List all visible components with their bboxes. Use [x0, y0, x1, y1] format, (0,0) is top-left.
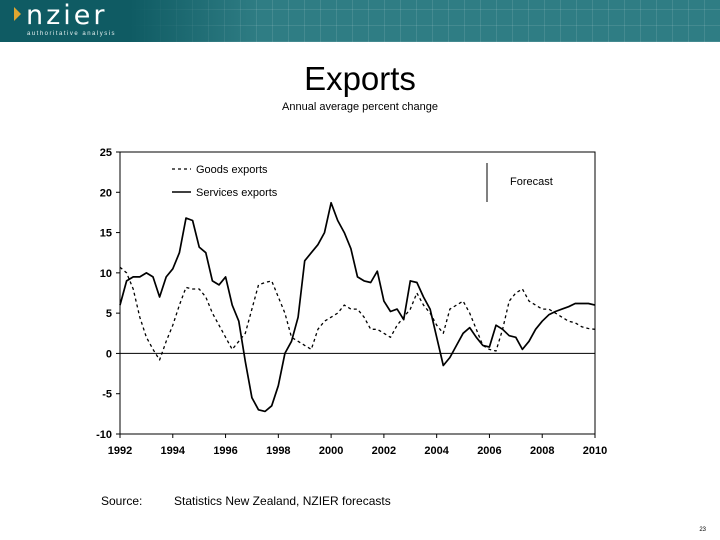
header-banner: nzier authoritative analysis	[0, 0, 720, 42]
x-tick-label: 1994	[161, 445, 186, 457]
y-tick-label: 0	[106, 348, 112, 360]
y-tick-label: 25	[100, 147, 112, 159]
source-text: Statistics New Zealand, NZIER forecasts	[174, 494, 391, 508]
goods-exports-line	[119, 266, 596, 361]
x-axis: 1992 1994 1996 1998 2000 2002 2004 2006 2008 2010	[108, 434, 607, 457]
y-tick-label: 10	[100, 268, 112, 280]
legend-goods-label: Goods exports	[196, 164, 268, 176]
series-layer	[119, 201, 596, 413]
x-tick-label: 2000	[319, 445, 343, 457]
y-axis: 25 20 15 10 5 0 -5 -10	[96, 147, 120, 441]
services-exports-line	[119, 201, 596, 413]
page-subtitle: Annual average percent change	[282, 101, 438, 113]
x-tick-label: 2002	[372, 445, 396, 457]
x-tick-label: 1998	[266, 445, 290, 457]
x-tick-label: 2008	[530, 445, 554, 457]
y-tick-label: 15	[100, 228, 112, 240]
forecast-label: Forecast	[510, 176, 553, 188]
logo-tagline: authoritative analysis	[27, 31, 117, 37]
legend: Goods exports Services exports	[172, 164, 278, 199]
logo-arrow-icon	[14, 7, 21, 21]
x-tick-label: 2006	[477, 445, 501, 457]
x-tick-label: 1992	[108, 445, 132, 457]
page-title: Exports	[304, 60, 416, 97]
page-number: 23	[699, 527, 706, 533]
y-tick-label: 20	[100, 187, 112, 199]
plot-area	[119, 151, 596, 435]
logo: nzier	[26, 0, 108, 31]
x-tick-label: 2004	[424, 445, 449, 457]
y-tick-label: -5	[102, 389, 112, 401]
source-label: Source:	[101, 494, 143, 508]
x-tick-label: 1996	[213, 445, 237, 457]
y-tick-label: -10	[96, 429, 112, 441]
y-tick-label: 5	[106, 308, 112, 320]
legend-services-label: Services exports	[196, 187, 278, 199]
x-tick-label: 2010	[583, 445, 607, 457]
